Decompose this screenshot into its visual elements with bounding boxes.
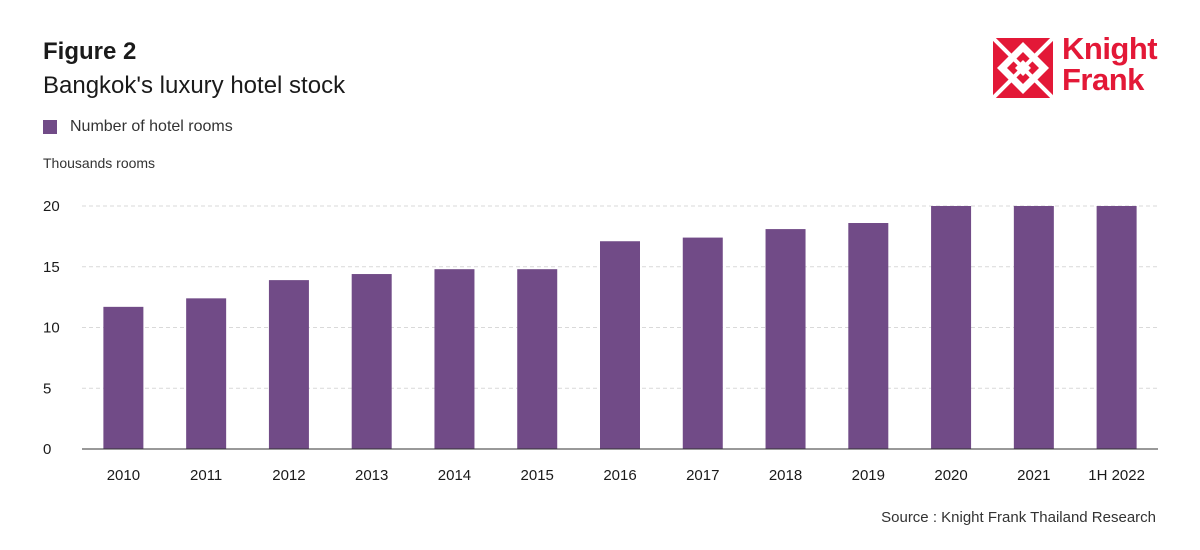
figure-label: Figure 2 bbox=[43, 38, 137, 65]
x-tick-label: 2013 bbox=[355, 467, 388, 484]
bar bbox=[1013, 206, 1054, 449]
x-tick-label: 2016 bbox=[603, 467, 636, 484]
x-tick-label: 2011 bbox=[190, 467, 222, 484]
chart-title: Bangkok's luxury hotel stock bbox=[43, 72, 346, 99]
x-tick-label: 2015 bbox=[521, 467, 554, 484]
y-axis-label: Thousands rooms bbox=[43, 155, 156, 171]
y-tick-label: 5 bbox=[43, 380, 51, 397]
bar bbox=[682, 237, 723, 449]
x-tick-label: 2012 bbox=[272, 467, 305, 484]
x-tick-label: 2017 bbox=[686, 467, 719, 484]
bar bbox=[931, 206, 972, 449]
bar bbox=[434, 269, 475, 449]
x-tick-label: 2010 bbox=[107, 467, 140, 484]
legend-label: Number of hotel rooms bbox=[70, 118, 233, 135]
y-tick-label: 20 bbox=[43, 198, 60, 215]
bar bbox=[268, 280, 309, 449]
logo-text-line2: Frank bbox=[1062, 62, 1144, 97]
x-tick-label: 2021 bbox=[1017, 467, 1050, 484]
legend-swatch bbox=[43, 120, 57, 134]
bar bbox=[765, 229, 806, 449]
bar bbox=[103, 306, 144, 449]
bar bbox=[351, 274, 392, 449]
bar bbox=[848, 223, 889, 449]
bar bbox=[186, 298, 227, 449]
x-tick-label: 1H 2022 bbox=[1088, 467, 1145, 484]
knight-frank-logo-icon bbox=[993, 38, 1053, 98]
x-tick-label: 2019 bbox=[852, 467, 885, 484]
source-note: Source : Knight Frank Thailand Research bbox=[881, 509, 1156, 526]
y-tick-label: 10 bbox=[43, 320, 60, 337]
legend: Number of hotel rooms bbox=[43, 118, 233, 136]
y-tick-label: 15 bbox=[43, 259, 60, 276]
x-tick-label: 2020 bbox=[934, 467, 967, 484]
logo-text-line1: Knight bbox=[1062, 31, 1158, 66]
bar bbox=[1096, 206, 1137, 449]
bar bbox=[600, 241, 640, 449]
x-tick-label: 2014 bbox=[438, 467, 471, 484]
bar bbox=[517, 269, 558, 449]
y-tick-label: 0 bbox=[43, 441, 51, 458]
x-tick-label: 2018 bbox=[769, 467, 802, 484]
knight-frank-logo: Knight Frank bbox=[993, 33, 1158, 98]
knight-frank-wordmark: Knight Frank bbox=[1062, 31, 1158, 97]
